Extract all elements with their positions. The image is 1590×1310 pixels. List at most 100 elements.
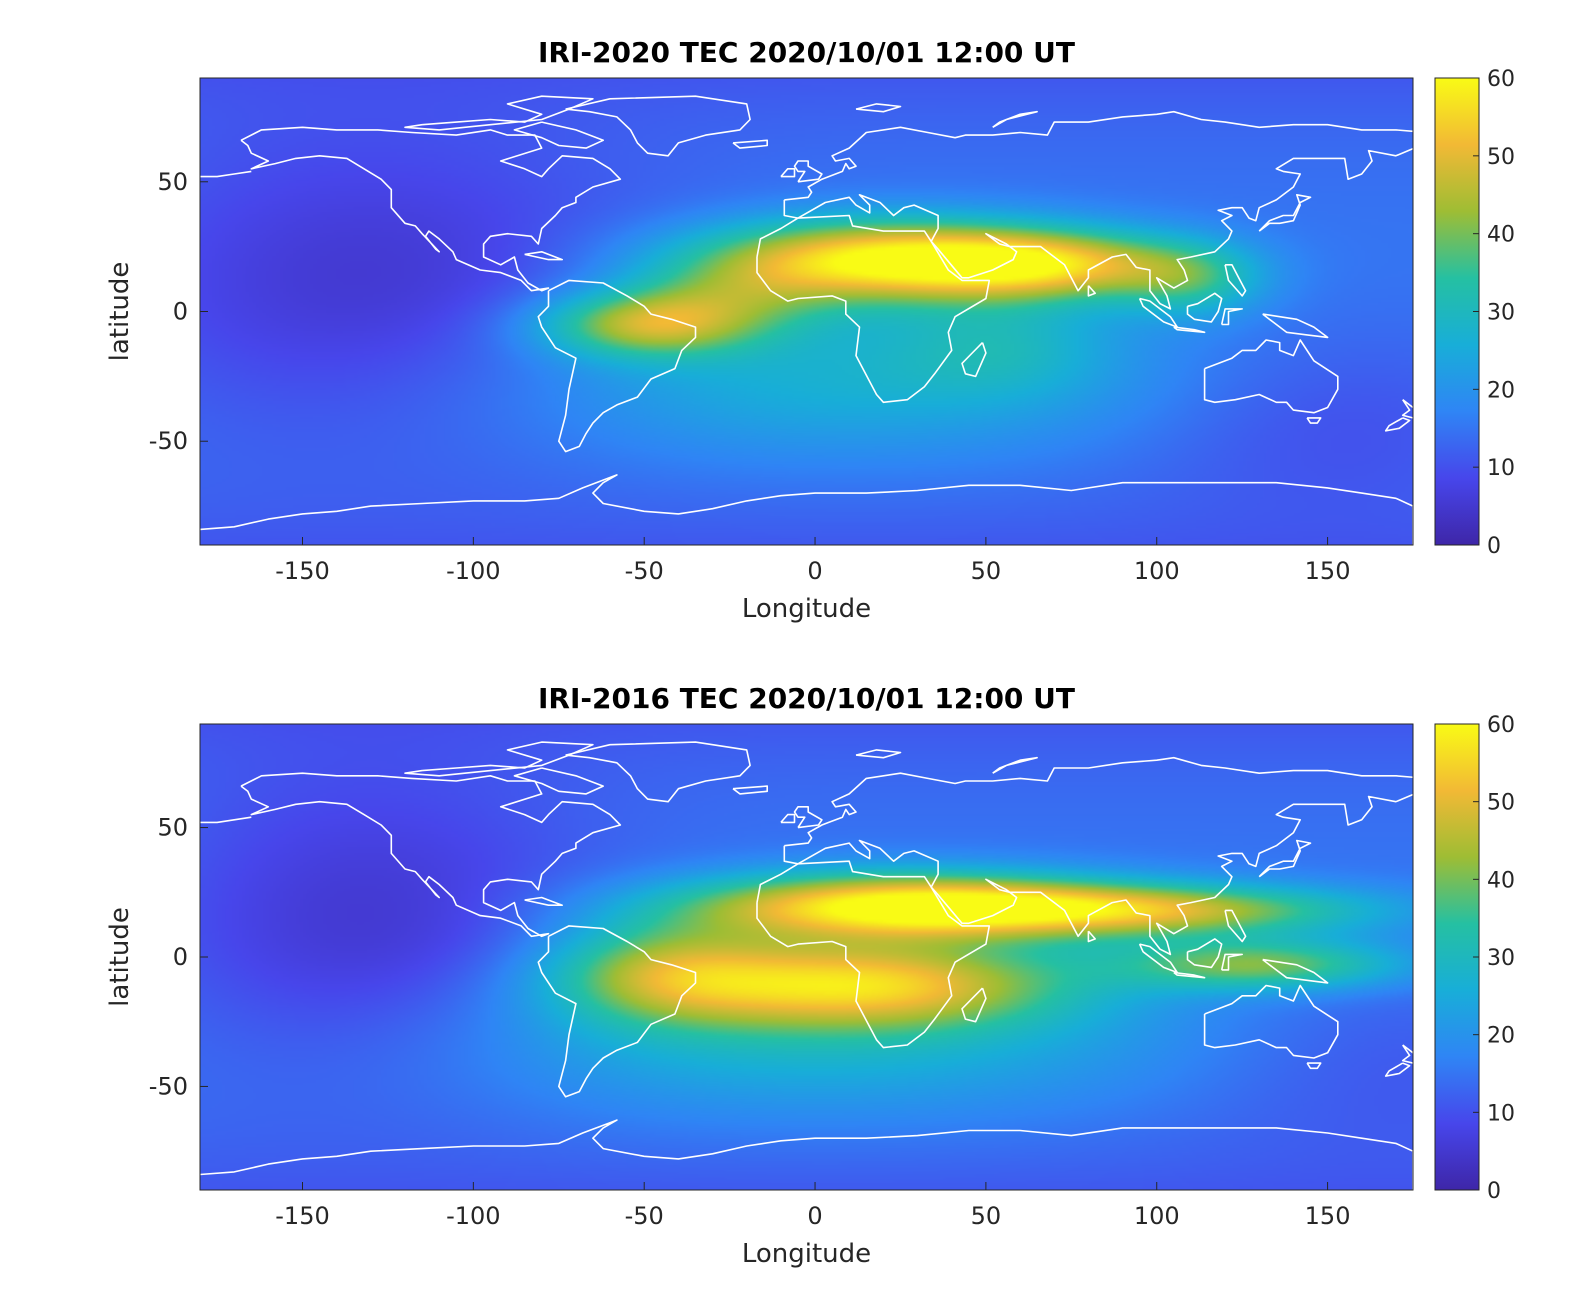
tec-heatmap (200, 78, 1413, 545)
colorbar (1434, 723, 1480, 1191)
coastline-iceland (732, 785, 768, 795)
x-tick-label: -50 (625, 557, 664, 585)
colorbar-tick-label: 30 (1487, 301, 1515, 326)
coastline-new-guinea (1262, 313, 1329, 339)
coastline-tasmania (1306, 1062, 1322, 1070)
coastline-madagascar (961, 342, 987, 378)
coastline-eurasia (783, 756, 1413, 956)
coastline-japan (1258, 839, 1312, 878)
x-tick-label: 0 (807, 557, 822, 585)
coastline-south-america (537, 279, 697, 453)
coastline-britain (793, 160, 823, 183)
y-tick-label: -50 (149, 1072, 188, 1100)
x-tick-label: 50 (971, 1202, 1002, 1230)
coastline-philippines (1224, 909, 1247, 943)
colorbar-tick-label: 20 (1487, 378, 1515, 403)
colorbar-tick-label: 0 (1487, 1179, 1501, 1204)
coastline-java (1173, 971, 1206, 979)
coastline-greenland (565, 741, 751, 803)
coastline-new-zealand-south (1384, 417, 1411, 432)
y-tick-label: 50 (157, 168, 188, 196)
coastline-north-america (240, 126, 622, 292)
coastline-australia (1203, 339, 1339, 414)
coastline-greenland (565, 95, 751, 157)
coastline-svalbard (855, 749, 902, 759)
colorbar (1434, 77, 1480, 546)
coastline-sri-lanka (1087, 285, 1096, 297)
x-tick-label: 50 (971, 557, 1002, 585)
coastline-baffin (513, 121, 604, 149)
x-tick-label: 100 (1134, 557, 1180, 585)
coastline-south-america (537, 925, 697, 1098)
coastline-borneo (1186, 292, 1223, 323)
y-axis-label: latitude (105, 262, 135, 362)
coastline-iceland (732, 139, 768, 149)
coastlines (200, 741, 1413, 1190)
coastline-japan (1258, 194, 1312, 232)
coastline-north-america (240, 772, 622, 938)
coastline-novaya-zemlya (992, 756, 1038, 774)
coastline-antarctica (200, 1119, 1413, 1190)
chart-title: IRI-2016 TEC 2020/10/01 12:00 UT (538, 682, 1075, 715)
x-axis-label: Longitude (742, 594, 871, 624)
x-tick-label: -100 (446, 1202, 500, 1230)
x-tick-label: -50 (625, 1202, 664, 1230)
coastline-australia (1203, 984, 1339, 1059)
y-axis-label: latitude (105, 907, 135, 1007)
colorbar-tick-label: 50 (1487, 791, 1515, 816)
coastline-new-zealand-south (1384, 1062, 1411, 1077)
y-tick-label: 0 (173, 298, 188, 326)
coastline-java (1173, 326, 1206, 334)
x-tick-label: -100 (446, 557, 500, 585)
colorbar-tick-label: 60 (1487, 713, 1515, 738)
coastline-madagascar (961, 987, 987, 1023)
x-tick-label: 150 (1305, 1202, 1351, 1230)
coastlines (200, 95, 1413, 545)
colorbar-tick-label: 20 (1487, 1024, 1515, 1049)
coastline-africa (756, 214, 991, 404)
x-tick-label: 150 (1305, 557, 1351, 585)
x-axis-label: Longitude (742, 1239, 871, 1269)
coastline-sulawesi (1220, 953, 1243, 971)
coastline-africa (756, 860, 991, 1049)
coastline-ireland (780, 168, 796, 178)
chart-title: IRI-2020 TEC 2020/10/01 12:00 UT (538, 36, 1075, 69)
colorbar-tick-label: 0 (1487, 534, 1501, 559)
y-tick-label: -50 (149, 427, 188, 455)
coastline-new-zealand (1401, 1044, 1413, 1064)
colorbar-tick-label: 10 (1487, 1101, 1515, 1126)
x-tick-label: -150 (275, 557, 329, 585)
coastline-sri-lanka (1087, 930, 1096, 943)
coastline-borneo (1186, 938, 1223, 969)
coastline-aleutians (200, 170, 252, 178)
coastline-canadian-arctic (404, 95, 594, 131)
tec-heatmap (200, 724, 1413, 1190)
coastline-tasmania (1306, 417, 1322, 424)
coastline-aleutians (200, 816, 252, 824)
coastline-new-guinea (1262, 958, 1329, 984)
coastline-baffin (513, 767, 604, 795)
colorbar-tick-label: 40 (1487, 223, 1515, 248)
colorbar-tick-label: 10 (1487, 456, 1515, 481)
colorbar-tick-label: 30 (1487, 946, 1515, 971)
coastline-antarctica (200, 474, 1413, 545)
coastline-britain (793, 806, 823, 829)
x-tick-label: 0 (807, 1202, 822, 1230)
colorbar-tick-label: 60 (1487, 67, 1515, 92)
coastline-eurasia (783, 110, 1413, 310)
colorbar-tick-label: 40 (1487, 868, 1515, 893)
coastline-canadian-arctic (404, 741, 594, 777)
x-tick-label: 100 (1134, 1202, 1180, 1230)
y-tick-label: 50 (157, 814, 188, 842)
colorbar-tick-label: 50 (1487, 145, 1515, 170)
coastline-new-zealand (1401, 399, 1413, 419)
coastline-philippines (1224, 264, 1247, 297)
coastline-ireland (780, 813, 796, 824)
coastline-cuba (524, 251, 563, 261)
x-tick-label: -150 (275, 1202, 329, 1230)
y-tick-label: 0 (173, 943, 188, 971)
coastline-sulawesi (1220, 308, 1243, 326)
